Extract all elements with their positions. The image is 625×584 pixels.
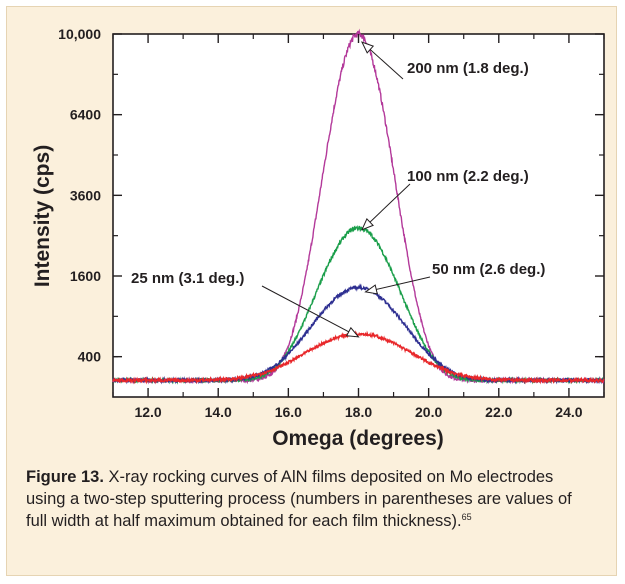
plot-frame [112,33,605,398]
annotation-label-3: 25 nm (3.1 deg.) [131,270,244,287]
annotation-arrow-3 [261,285,359,338]
x-tick-label: 14.0 [205,404,232,420]
y-axis-label: Intensity (cps) [31,145,54,287]
x-tick-label: 20.0 [415,404,442,420]
annotation-arrowhead-3 [345,326,360,338]
annotation-arrowhead-1 [361,217,374,231]
annotation-arrowhead-2 [364,284,378,295]
x-tick-label: 12.0 [134,404,161,420]
x-tick-label: 16.0 [275,404,302,420]
x-tick-label: 18.0 [345,404,372,420]
annotation-arrowhead-0 [361,41,375,54]
y-tick-label: 400 [78,349,102,365]
x-tick-label: 22.0 [485,404,512,420]
y-tick-label: 6400 [70,107,101,123]
caption-text: X-ray rocking curves of AlN films deposi… [26,468,572,530]
tick-group: 12.0 14.0 16.0 18.0 20.0 22.0 24.0 400 1600 3600 6… [58,26,605,420]
x-axis-label: Omega (degrees) [272,427,444,450]
annotation-label-1: 100 nm (2.2 deg.) [407,168,529,185]
y-tick-label: 3600 [70,187,101,203]
y-tick-label: 10,000 [58,26,101,42]
y-tick-label: 1600 [70,268,101,284]
series-line-3 [112,330,605,385]
annotation-group: 200 nm (1.8 deg.) 100 nm (2.2 deg.) 50 nm … [131,41,545,338]
caption-reference: 65 [461,512,472,522]
annotation-label-2: 50 nm (2.6 deg.) [432,261,545,278]
annotation-label-0: 200 nm (1.8 deg.) [407,60,529,77]
x-tick-label: 24.0 [555,404,582,420]
figure-caption: Figure 13. X-ray rocking curves of AlN f… [26,466,596,532]
caption-label: Figure 13. [26,468,104,486]
